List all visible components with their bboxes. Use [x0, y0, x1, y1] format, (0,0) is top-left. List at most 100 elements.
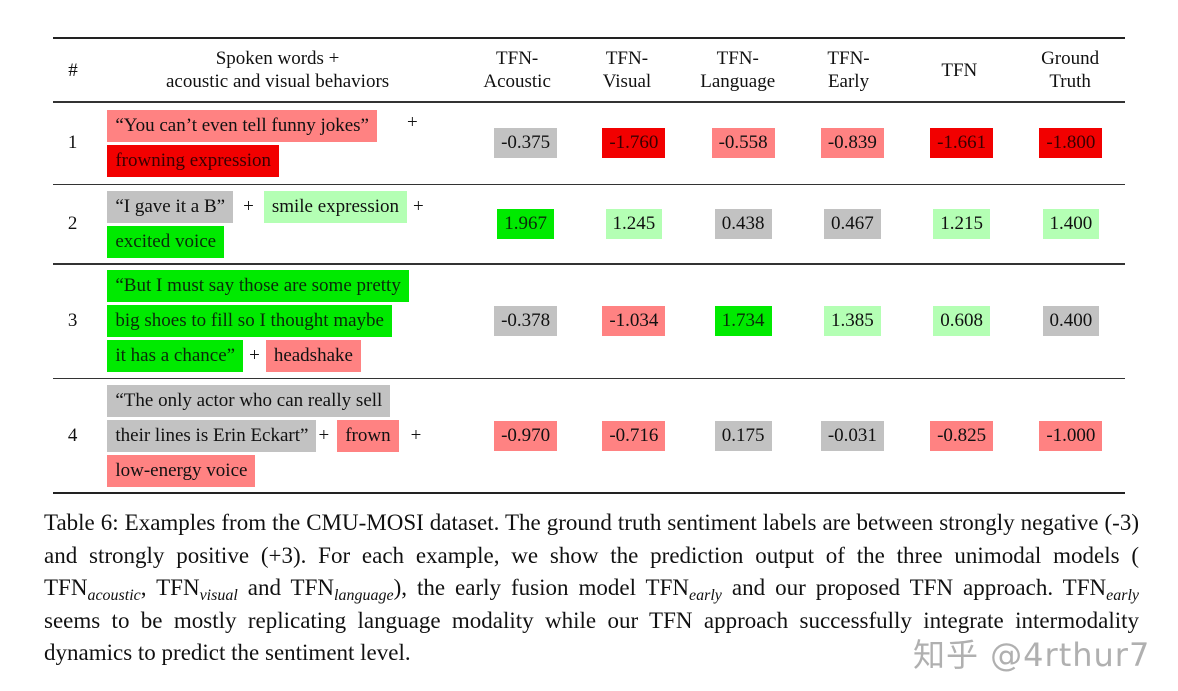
cell-ground-truth: -1.000	[1017, 420, 1125, 451]
bottom-rule	[53, 492, 1125, 494]
words-line: excited voice	[107, 224, 471, 259]
cell-visual: 1.245	[580, 209, 688, 239]
value-badge: 0.608	[933, 306, 991, 336]
value-badge: -0.970	[494, 420, 558, 451]
value-badge: -0.558	[711, 128, 775, 158]
caption-text: Table 6: Examples from the CMU-MOSI data…	[44, 510, 1139, 600]
spoken-words: it has a chance”	[107, 340, 244, 372]
cell-visual: -1.760	[580, 128, 688, 158]
value-badge: -1.034	[602, 306, 666, 336]
cell-visual: -0.716	[580, 420, 688, 451]
plus-sign: +	[410, 424, 422, 446]
row-words: “I gave it a B” + smile expression + exc…	[92, 189, 471, 259]
cell-early: 0.467	[798, 209, 906, 239]
value-badge: 0.467	[824, 209, 881, 239]
plus-sign: +	[249, 345, 260, 366]
value-badge: 0.438	[714, 209, 772, 239]
header-early-line2: Early	[827, 71, 870, 92]
row-number: 3	[67, 310, 78, 331]
cell-tfn: 1.215	[907, 209, 1017, 239]
row-rule	[53, 183, 1125, 185]
header-language-line2: Language	[700, 71, 776, 92]
header-visual-line1: TFN-	[605, 48, 649, 69]
words-line: “You can’t even tell funny jokes” +	[107, 108, 471, 143]
plus-sign: +	[243, 195, 254, 217]
row-rule	[53, 263, 1125, 265]
row-words: “But I must say those are some pretty bi…	[92, 269, 471, 374]
table-row: 1 “You can’t even tell funny jokes” + fr…	[53, 103, 1125, 184]
value-badge: 1.385	[824, 306, 881, 336]
cell-tfn: -0.825	[907, 420, 1017, 451]
value-badge: 1.967	[497, 209, 554, 239]
visual-behavior: frowning expression	[107, 144, 280, 177]
caption-subscript: acoustic	[87, 587, 141, 604]
value-badge: -0.375	[494, 128, 558, 158]
value-badge: -1.661	[930, 128, 994, 158]
value-badge: 1.215	[933, 209, 991, 239]
header-num: #	[68, 59, 78, 81]
header-acoustic-line1: TFN-	[496, 48, 539, 69]
cell-language: 0.175	[688, 420, 798, 451]
visual-behavior: frown	[337, 419, 399, 452]
caption-subscript: language	[334, 587, 394, 604]
value-badge: -0.825	[930, 420, 994, 451]
table-caption: Table 6: Examples from the CMU-MOSI data…	[44, 507, 1139, 670]
plus-sign: +	[407, 112, 418, 133]
header-tfn: TFN	[941, 59, 978, 81]
header-visual-line2: Visual	[602, 71, 652, 92]
cell-early: -0.031	[798, 420, 906, 451]
row-number: 2	[67, 213, 78, 234]
cell-acoustic: -0.375	[472, 128, 580, 158]
cell-acoustic: 1.967	[472, 209, 580, 239]
plus-sign: +	[413, 195, 424, 217]
cell-language: 0.438	[688, 209, 798, 239]
value-badge: 1.245	[605, 209, 663, 239]
row-words: “The only actor who can really sell thei…	[92, 383, 471, 488]
value-badge: 1.400	[1042, 209, 1100, 239]
caption-text: , TFN	[140, 575, 200, 600]
value-badge: -1.800	[1039, 128, 1103, 158]
table-row: 2 “I gave it a B” + smile expression + e…	[53, 185, 1125, 263]
words-line: “I gave it a B” + smile expression +	[107, 189, 471, 224]
spoken-words: “The only actor who can really sell	[107, 384, 391, 417]
value-badge: 0.400	[1042, 306, 1100, 336]
cell-language: -0.558	[688, 128, 798, 158]
spoken-words: “But I must say those are some pretty	[107, 270, 409, 302]
value-badge: -0.839	[820, 128, 884, 158]
words-line: it has a chance” + headshake	[107, 339, 471, 374]
header-words-line1: Spoken words +	[215, 48, 340, 69]
cell-early: -0.839	[798, 128, 906, 158]
header-visual: TFN- Visual	[572, 47, 682, 93]
words-line: “The only actor who can really sell	[107, 383, 471, 418]
cell-visual: -1.034	[580, 306, 688, 336]
caption-subscript: early	[689, 587, 722, 604]
results-table: # Spoken words + acoustic and visual beh…	[53, 37, 1125, 494]
table-row: 4 “The only actor who can really sell th…	[53, 379, 1125, 492]
acoustic-behavior: low-energy voice	[107, 454, 256, 487]
value-badge: -0.716	[602, 420, 666, 451]
caption-subscript: early	[1106, 587, 1139, 604]
words-line: frowning expression	[107, 143, 471, 178]
cell-ground-truth: 0.400	[1017, 306, 1125, 336]
value-badge: -0.378	[494, 306, 558, 336]
words-line: big shoes to fill so I thought maybe	[107, 304, 471, 339]
table-row: 3 “But I must say those are some pretty …	[53, 265, 1125, 378]
visual-behavior: smile expression	[263, 190, 407, 223]
plus-sign: +	[318, 424, 330, 446]
cell-tfn: 0.608	[907, 306, 1017, 336]
value-badge: -1.000	[1039, 420, 1103, 451]
row-rule	[53, 377, 1125, 379]
cell-acoustic: -0.378	[472, 306, 580, 336]
row-words: “You can’t even tell funny jokes” + frow…	[92, 108, 471, 178]
cell-ground-truth: 1.400	[1017, 209, 1125, 239]
caption-text: ), the early fusion model TFN	[393, 575, 690, 600]
acoustic-behavior: excited voice	[107, 225, 225, 258]
spoken-words: big shoes to fill so I thought maybe	[107, 305, 392, 337]
cell-tfn: -1.661	[907, 128, 1017, 158]
cell-language: 1.734	[688, 306, 798, 336]
header-acoustic-line2: Acoustic	[483, 71, 551, 92]
header-words-line2: acoustic and visual behaviors	[165, 71, 390, 92]
header-ground-truth: Ground Truth	[1015, 47, 1125, 93]
value-badge: -1.760	[602, 128, 666, 158]
caption-text: and our proposed TFN approach. TFN	[721, 575, 1107, 600]
